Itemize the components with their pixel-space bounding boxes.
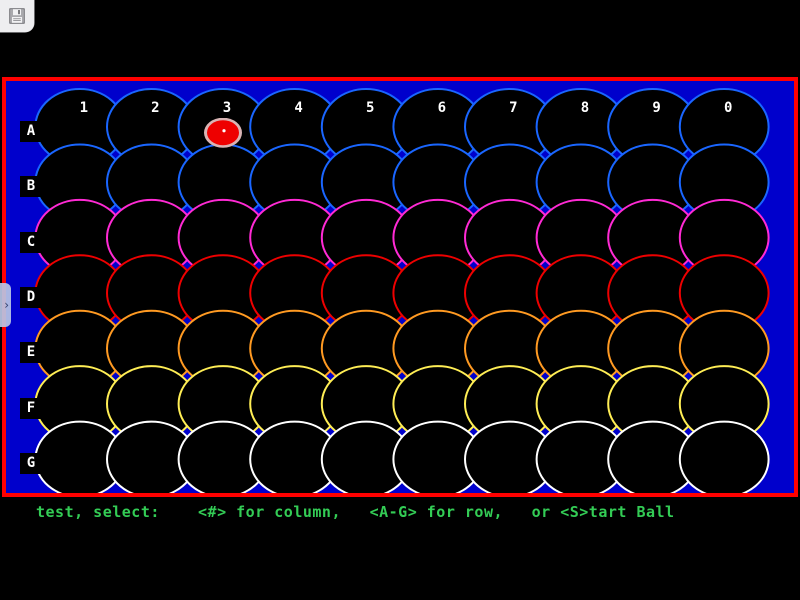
save-button[interactable] xyxy=(0,0,34,32)
board-row-c[interactable] xyxy=(34,198,770,277)
column-label-4[interactable]: 4 xyxy=(285,99,312,118)
column-label-1[interactable]: 1 xyxy=(70,99,97,118)
row-label-F[interactable]: F xyxy=(20,397,42,419)
board-row-b[interactable] xyxy=(34,143,770,221)
board-row-g[interactable] xyxy=(34,420,770,493)
column-label-0[interactable]: 0 xyxy=(715,99,742,118)
board-canvas xyxy=(34,88,770,493)
row-label-D[interactable]: D xyxy=(20,287,42,308)
expand-panel-handle[interactable]: › xyxy=(0,283,11,327)
row-label-B[interactable]: B xyxy=(20,176,42,198)
board-row-f[interactable] xyxy=(34,365,770,443)
column-label-5[interactable]: 5 xyxy=(357,99,384,118)
row-label-G[interactable]: G xyxy=(20,453,42,475)
row-label-E[interactable]: E xyxy=(20,342,42,364)
red-ball xyxy=(204,117,242,148)
column-label-2[interactable]: 2 xyxy=(142,99,169,118)
board-row-d[interactable] xyxy=(34,254,770,332)
board-row-e[interactable] xyxy=(34,309,770,388)
row-label-A[interactable]: A xyxy=(20,120,42,142)
board-cell[interactable] xyxy=(678,420,770,493)
column-label-7[interactable]: 7 xyxy=(500,99,527,118)
chevron-right-icon: › xyxy=(4,298,9,312)
plinko-board[interactable] xyxy=(6,81,794,493)
column-label-9[interactable]: 9 xyxy=(643,99,670,118)
column-label-8[interactable]: 8 xyxy=(572,99,598,118)
column-label-3[interactable]: 3 xyxy=(214,99,240,118)
floppy-save-icon xyxy=(7,6,27,26)
row-label-C[interactable]: C xyxy=(20,231,42,253)
column-label-6[interactable]: 6 xyxy=(428,99,455,118)
game-board-frame: 1 2 3 4 5 6 7 8 9 0 A B C D E F G xyxy=(2,77,798,497)
status-line: test, select: <#> for column, <A-G> for … xyxy=(36,503,675,521)
